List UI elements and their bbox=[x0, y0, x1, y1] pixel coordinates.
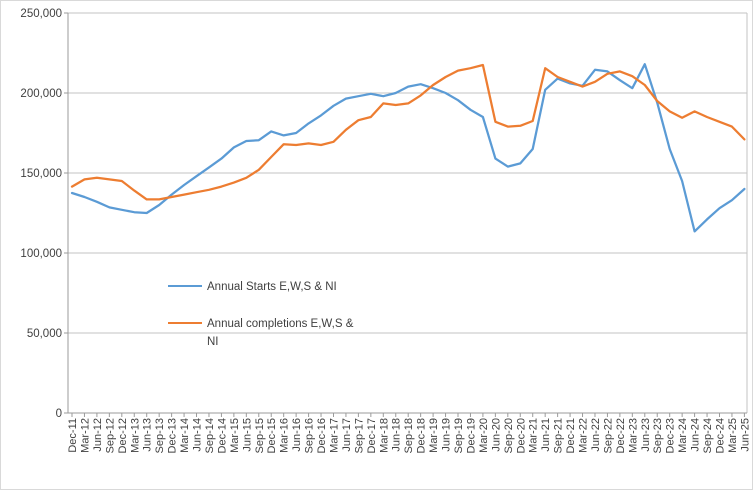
x-tick-label: Sep-17 bbox=[353, 418, 365, 453]
x-tick-label: Mar-21 bbox=[528, 418, 540, 453]
x-tick-label: Mar-12 bbox=[79, 418, 91, 453]
x-tick-label: Sep-14 bbox=[204, 418, 216, 453]
series-line-annual-starts bbox=[70, 63, 746, 233]
starts-line-swatch bbox=[168, 285, 202, 287]
x-tick-label: Dec-14 bbox=[216, 418, 228, 453]
y-tick-label: 250,000 bbox=[20, 8, 62, 20]
x-tick-label: Mar-16 bbox=[279, 418, 291, 453]
x-tick-label: Sep-19 bbox=[453, 418, 465, 453]
x-tick-label: Jun-13 bbox=[142, 418, 154, 452]
x-tick-label: Mar-24 bbox=[677, 418, 689, 453]
x-tick-label: Mar-20 bbox=[478, 418, 490, 453]
x-tick-label: Jun-21 bbox=[540, 418, 552, 452]
x-tick-label: Sep-24 bbox=[702, 418, 714, 453]
legend-label-completions: Annual completions E,W,S & NI bbox=[207, 318, 354, 348]
y-tick-label: 100,000 bbox=[20, 248, 62, 260]
x-tick-label: Jun-19 bbox=[441, 418, 453, 452]
x-tick-label: Dec-24 bbox=[714, 418, 726, 453]
completions-line-swatch bbox=[168, 322, 202, 324]
x-tick-label: Sep-16 bbox=[304, 418, 316, 453]
y-tick-label: 0 bbox=[56, 408, 62, 420]
x-tick-label: Dec-13 bbox=[167, 418, 179, 453]
x-tick-label: Mar-15 bbox=[229, 418, 241, 453]
x-tick-label: Mar-19 bbox=[428, 418, 440, 453]
x-tick-label: Dec-12 bbox=[117, 418, 129, 453]
x-tick-label: Jun-22 bbox=[590, 418, 602, 452]
legend-item-completions[interactable]: Annual completions E,W,S & NI bbox=[168, 315, 359, 351]
y-tick-label: 50,000 bbox=[27, 328, 62, 340]
x-tick-label: Mar-17 bbox=[328, 418, 340, 453]
x-tick-label: Jun-12 bbox=[92, 418, 104, 452]
x-tick-label: Sep-21 bbox=[553, 418, 565, 453]
x-tick-label: Jun-18 bbox=[391, 418, 403, 452]
x-tick-label: Dec-16 bbox=[316, 418, 328, 453]
x-tick-label: Sep-23 bbox=[652, 418, 664, 453]
series-line-annual-completions bbox=[70, 63, 746, 201]
x-tick-label: Dec-21 bbox=[565, 418, 577, 453]
x-tick-label: Mar-22 bbox=[578, 418, 590, 453]
x-tick-label: Dec-20 bbox=[515, 418, 527, 453]
x-tick-label: Mar-25 bbox=[727, 418, 739, 453]
x-tick-label: Jun-20 bbox=[490, 418, 502, 452]
x-tick-label: Mar-14 bbox=[179, 418, 191, 453]
x-tick-label: Jun-17 bbox=[341, 418, 353, 452]
x-tick-label: Sep-22 bbox=[602, 418, 614, 453]
y-tick-label: 150,000 bbox=[20, 168, 62, 180]
x-tick-label: Sep-13 bbox=[154, 418, 166, 453]
x-tick-label: Jun-23 bbox=[640, 418, 652, 452]
x-tick-label: Jun-25 bbox=[739, 418, 751, 452]
x-tick-label: Jun-24 bbox=[690, 418, 702, 452]
x-tick-label: Sep-15 bbox=[254, 418, 266, 453]
x-tick-label: Dec-18 bbox=[416, 418, 428, 453]
x-tick-label: Dec-22 bbox=[615, 418, 627, 453]
x-tick-label: Jun-14 bbox=[192, 418, 204, 452]
x-tick-label: Dec-23 bbox=[665, 418, 677, 453]
x-tick-label: Jun-16 bbox=[291, 418, 303, 452]
x-tick-label: Dec-11 bbox=[67, 418, 79, 453]
x-tick-label: Mar-23 bbox=[627, 418, 639, 453]
x-tick-label: Sep-18 bbox=[403, 418, 415, 453]
x-tick-label: Dec-17 bbox=[366, 418, 378, 453]
legend-item-starts[interactable]: Annual Starts E,W,S & NI bbox=[168, 278, 359, 296]
x-tick-label: Dec-15 bbox=[266, 418, 278, 453]
x-tick-label: Dec-19 bbox=[465, 418, 477, 453]
legend-label-starts: Annual Starts E,W,S & NI bbox=[207, 281, 337, 293]
x-tick-label: Mar-13 bbox=[129, 418, 141, 453]
x-tick-label: Sep-20 bbox=[503, 418, 515, 453]
x-tick-label: Sep-12 bbox=[104, 418, 116, 453]
x-tick-label: Mar-18 bbox=[378, 418, 390, 453]
y-tick-label: 200,000 bbox=[20, 88, 62, 100]
x-tick-label: Jun-15 bbox=[241, 418, 253, 452]
